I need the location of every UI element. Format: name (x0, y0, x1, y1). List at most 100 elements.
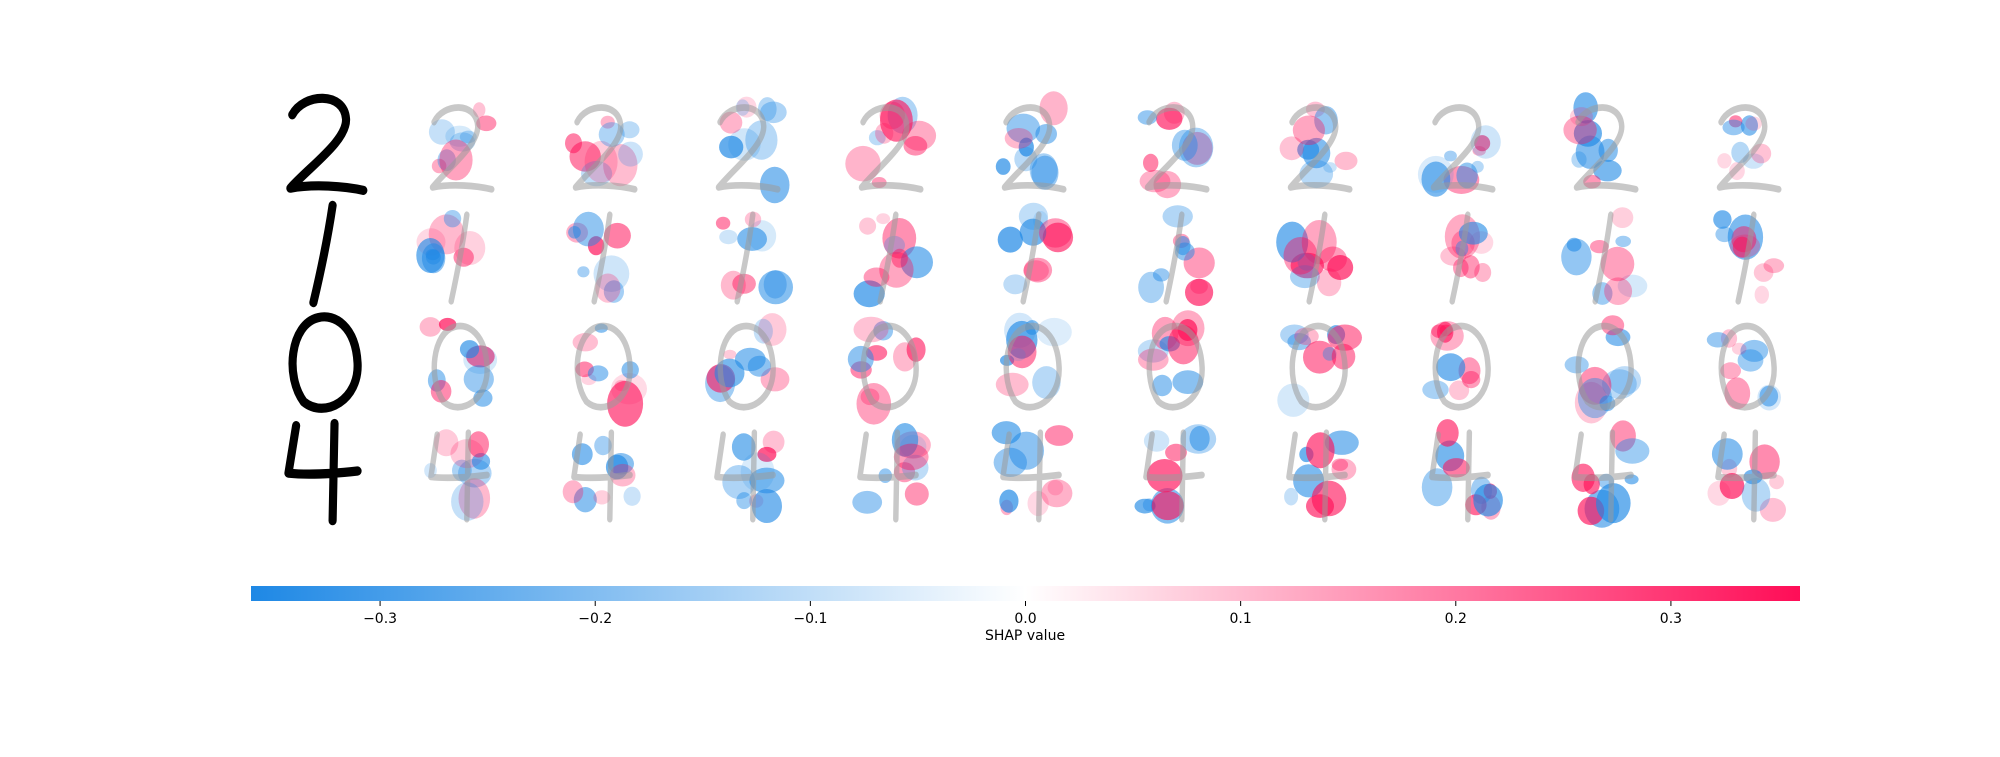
digit-overlay (428, 429, 490, 523)
positive-attribution (1143, 153, 1159, 172)
shap-map-row-2-class-1 (565, 104, 643, 193)
negative-attribution (1740, 115, 1758, 136)
positive-attribution (715, 216, 731, 230)
positive-attribution (1038, 218, 1072, 248)
positive-attribution (1311, 480, 1347, 517)
positive-attribution (607, 380, 644, 427)
digit-overlay (1001, 104, 1067, 193)
shap-map-row-4-class-4 (991, 421, 1074, 523)
shap-map-row-0-class-7 (1422, 321, 1491, 411)
colorbar-tick-label: −0.2 (578, 611, 612, 627)
positive-attribution (1004, 128, 1033, 149)
colorbar-tick-label: −0.1 (793, 611, 827, 627)
shap-map-row-2-class-5 (1137, 101, 1214, 199)
digit-overlay (717, 322, 776, 411)
positive-attribution (1600, 246, 1635, 282)
positive-attribution (1151, 491, 1184, 521)
shap-map-row-4-class-9 (1707, 429, 1786, 523)
shap-map-row-4-class-6 (1284, 429, 1359, 523)
negative-attribution (900, 246, 933, 279)
digit-overlay (1430, 104, 1496, 193)
positive-attribution (1331, 458, 1349, 471)
positive-attribution (593, 490, 611, 505)
negative-attribution (1006, 113, 1041, 143)
negative-attribution (759, 166, 790, 204)
negative-attribution (1138, 271, 1164, 304)
positive-attribution (1190, 278, 1208, 294)
shap-map-row-2-class-0 (428, 102, 497, 193)
positive-attribution (1306, 432, 1335, 469)
shap-map-row-0-class-5 (1137, 310, 1205, 411)
positive-attribution (1334, 151, 1358, 171)
digit-overlay (877, 211, 899, 305)
negative-attribution (763, 270, 787, 299)
shap-map-row-4-class-2 (714, 429, 785, 523)
positive-attribution (431, 158, 447, 174)
colorbar-label: SHAP value (985, 628, 1065, 644)
negative-attribution (1031, 155, 1059, 190)
shap-map-row-0-class-8 (1564, 315, 1642, 424)
shap-map-row-4-class-1 (562, 429, 641, 523)
positive-attribution (1753, 263, 1774, 282)
negative-attribution (1456, 162, 1478, 189)
shap-map-row-0-class-2 (705, 313, 790, 411)
negative-attribution (722, 465, 756, 499)
negative-attribution (1029, 153, 1058, 188)
positive-attribution (565, 133, 582, 154)
negative-attribution (719, 229, 738, 245)
shap-map-row-4-class-5 (1134, 424, 1217, 524)
negative-attribution (736, 492, 752, 510)
positive-attribution (587, 236, 605, 256)
shap-map-row-0-class-9 (1706, 322, 1781, 411)
digit-overlay (857, 429, 919, 523)
negative-attribution (1615, 235, 1631, 248)
negative-attribution (577, 266, 590, 278)
negative-attribution (1152, 268, 1170, 282)
positive-attribution (1292, 115, 1325, 146)
negative-attribution (740, 452, 775, 492)
shap-map-row-0-class-0 (419, 317, 498, 411)
shap-map-row-1-class-1 (566, 211, 631, 305)
colorbar-tick-label: 0.0 (1014, 611, 1036, 627)
positive-attribution (1436, 419, 1459, 447)
negative-attribution (1421, 161, 1451, 197)
shap-map-row-4-class-0 (424, 429, 492, 523)
positive-attribution (1611, 207, 1634, 228)
digit-overlay (1003, 322, 1062, 411)
positive-attribution (562, 480, 584, 504)
digit-overlay (1718, 322, 1777, 411)
negative-attribution (594, 435, 612, 456)
digit-overlay (572, 104, 638, 193)
digit-overlay (1000, 429, 1062, 523)
negative-attribution (1617, 274, 1648, 298)
negative-attribution (868, 130, 886, 146)
shap-map-row-4-class-8 (1571, 420, 1650, 528)
negative-attribution (1561, 238, 1592, 276)
shap-map-row-0-class-3 (847, 316, 926, 425)
shap-map-row-1-class-8 (1561, 207, 1648, 305)
digit-overlay (1575, 322, 1634, 411)
digit-overlay (1432, 322, 1491, 411)
positive-attribution (1720, 362, 1741, 380)
positive-attribution (1449, 380, 1470, 401)
shap-map-row-2-class-3 (845, 96, 937, 193)
digit-overlay (429, 104, 495, 193)
positive-attribution (904, 482, 929, 506)
positive-attribution (875, 122, 894, 144)
negative-attribution (572, 211, 604, 247)
digit-overlay (1289, 322, 1348, 411)
positive-attribution (1604, 277, 1633, 305)
positive-attribution (723, 349, 737, 360)
positive-attribution (1327, 324, 1362, 351)
negative-attribution (445, 125, 474, 147)
negative-attribution (1713, 210, 1732, 229)
negative-attribution (995, 158, 1011, 175)
positive-attribution (893, 443, 929, 471)
negative-attribution (587, 365, 609, 382)
negative-attribution (1189, 426, 1210, 451)
colorbar-tick-label: −0.3 (363, 611, 397, 627)
positive-attribution (419, 317, 442, 337)
positive-attribution (901, 120, 937, 151)
digit-overlay (1429, 429, 1491, 523)
positive-attribution (762, 430, 785, 454)
